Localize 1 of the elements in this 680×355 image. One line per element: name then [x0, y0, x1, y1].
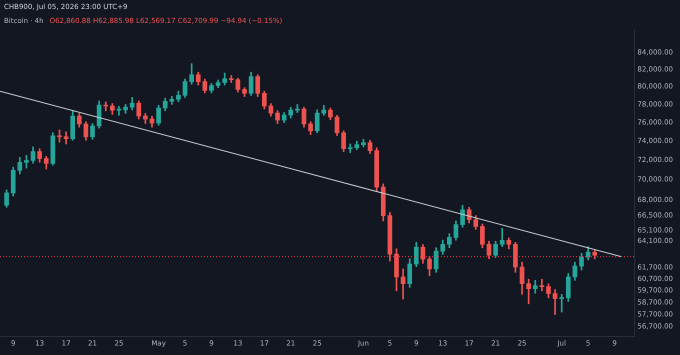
candlestick — [57, 130, 62, 142]
